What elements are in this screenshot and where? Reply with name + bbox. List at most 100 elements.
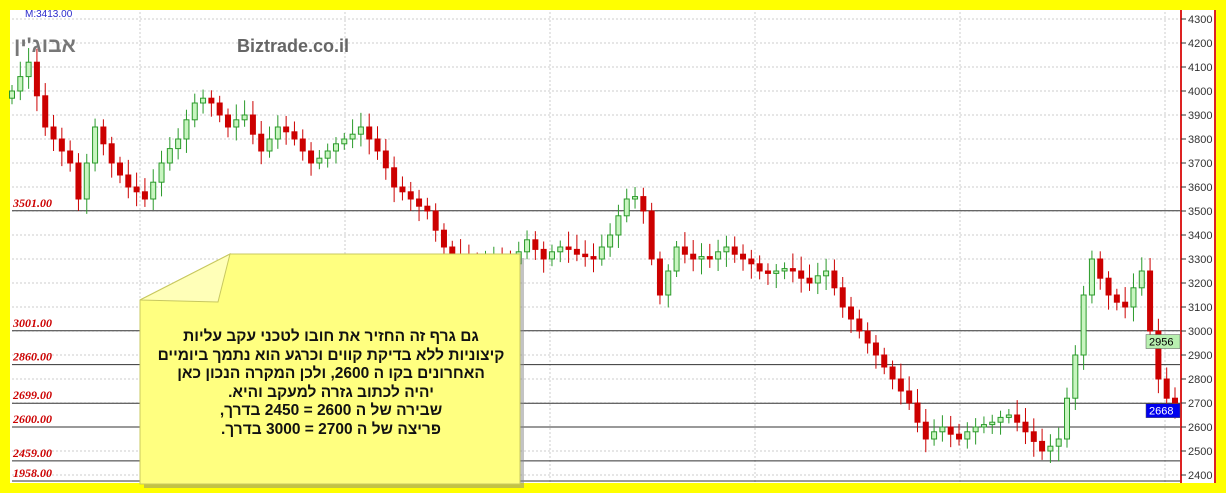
candle-body bbox=[781, 268, 788, 272]
candle-body bbox=[524, 239, 531, 253]
candle-body bbox=[349, 133, 356, 140]
candle-body bbox=[665, 270, 672, 296]
candle-body bbox=[291, 131, 298, 140]
candle-body bbox=[656, 258, 663, 296]
candle-body bbox=[989, 421, 996, 426]
candle-body bbox=[773, 270, 780, 274]
candle-body bbox=[872, 342, 879, 356]
candle-body bbox=[789, 268, 796, 272]
max-label: M:3413.00 bbox=[25, 9, 73, 20]
candle-body bbox=[673, 246, 680, 272]
candle-body bbox=[399, 186, 406, 193]
candle-body bbox=[75, 162, 82, 200]
y-tick-label: 3900 bbox=[1188, 110, 1212, 122]
candle-body bbox=[324, 150, 331, 159]
candle-body bbox=[83, 162, 90, 200]
candle-body bbox=[9, 90, 15, 99]
watermark: Biztrade.co.il bbox=[237, 36, 350, 56]
candle-body bbox=[440, 229, 447, 248]
candle-body bbox=[1163, 378, 1170, 399]
candle-body bbox=[166, 148, 173, 164]
candle-body bbox=[532, 239, 539, 250]
y-tick-label: 4000 bbox=[1188, 86, 1212, 98]
candle-body bbox=[432, 210, 439, 231]
candle-body bbox=[1005, 414, 1012, 418]
candle-body bbox=[150, 181, 157, 200]
candle-body bbox=[681, 246, 688, 255]
candle-body bbox=[1122, 301, 1129, 308]
candle-body bbox=[125, 174, 132, 188]
y-tick-label: 3400 bbox=[1188, 230, 1212, 242]
candle-body bbox=[391, 167, 398, 188]
candle-body bbox=[740, 253, 747, 260]
candle-body bbox=[632, 196, 639, 200]
candle-body bbox=[565, 246, 572, 250]
candle-body bbox=[980, 424, 987, 428]
candle-body bbox=[266, 138, 273, 152]
candle-body bbox=[798, 270, 805, 279]
level-label: 1958.00 bbox=[13, 466, 52, 480]
candle-body bbox=[1138, 270, 1145, 289]
candle-body bbox=[332, 143, 339, 152]
note-text: גם גרף זה החזיר את חובו לטכני עקב עליות … bbox=[157, 328, 505, 438]
candle-body bbox=[715, 251, 722, 260]
candle-body bbox=[258, 133, 265, 152]
candle-body bbox=[299, 138, 306, 152]
candle-body bbox=[116, 162, 123, 176]
axis-marker bbox=[1145, 334, 1181, 349]
candle-body bbox=[100, 126, 107, 145]
candle-body bbox=[316, 157, 323, 164]
candle-body bbox=[1047, 445, 1054, 452]
candle-body bbox=[200, 97, 207, 104]
candle-body bbox=[416, 198, 423, 207]
candle-body bbox=[374, 138, 381, 152]
y-tick-label: 3800 bbox=[1188, 134, 1212, 146]
candle-body bbox=[42, 95, 49, 128]
candle-body bbox=[906, 390, 913, 404]
candle-body bbox=[67, 150, 74, 164]
candle-body bbox=[947, 426, 954, 435]
candle-body bbox=[623, 198, 630, 217]
candle-body bbox=[341, 138, 348, 145]
y-tick-label: 2800 bbox=[1188, 374, 1212, 386]
y-tick-label: 4100 bbox=[1188, 62, 1212, 74]
axis-marker bbox=[1145, 403, 1181, 418]
candle-body bbox=[108, 143, 115, 164]
candle-body bbox=[864, 330, 871, 344]
candle-body bbox=[806, 277, 813, 284]
candle-body bbox=[964, 431, 971, 440]
candle-body bbox=[407, 191, 414, 200]
candle-body bbox=[25, 61, 32, 78]
candle-body bbox=[956, 433, 963, 440]
level-label: 2699.00 bbox=[12, 388, 52, 402]
candle-body bbox=[175, 138, 182, 150]
candle-body bbox=[308, 150, 315, 164]
level-label: 3001.00 bbox=[12, 316, 52, 330]
candle-body bbox=[233, 119, 240, 128]
candle-body bbox=[640, 196, 647, 212]
y-tick-label: 2600 bbox=[1188, 422, 1212, 434]
candle-body bbox=[814, 275, 821, 284]
level-label: 3501.00 bbox=[12, 196, 52, 210]
candle-body bbox=[224, 114, 231, 128]
candle-body bbox=[1113, 294, 1120, 303]
candle-body bbox=[922, 421, 929, 440]
candle-body bbox=[382, 150, 389, 169]
axis-marker-label: 2956 bbox=[1149, 337, 1173, 349]
candle-body bbox=[249, 114, 256, 135]
y-tick-label: 2500 bbox=[1188, 446, 1212, 458]
candle-body bbox=[208, 97, 215, 104]
y-tick-label: 3100 bbox=[1188, 302, 1212, 314]
candle-body bbox=[1088, 258, 1095, 296]
level-label: 2459.00 bbox=[12, 446, 52, 460]
candle-body bbox=[1022, 421, 1029, 433]
candle-body bbox=[1030, 431, 1037, 442]
y-tick-label: 2900 bbox=[1188, 350, 1212, 362]
y-tick-label: 2700 bbox=[1188, 398, 1212, 410]
candle-body bbox=[1064, 397, 1071, 440]
candle-body bbox=[1080, 294, 1087, 356]
y-tick-label: 4200 bbox=[1188, 38, 1212, 50]
axis-marker-label: 2668 bbox=[1149, 406, 1173, 418]
